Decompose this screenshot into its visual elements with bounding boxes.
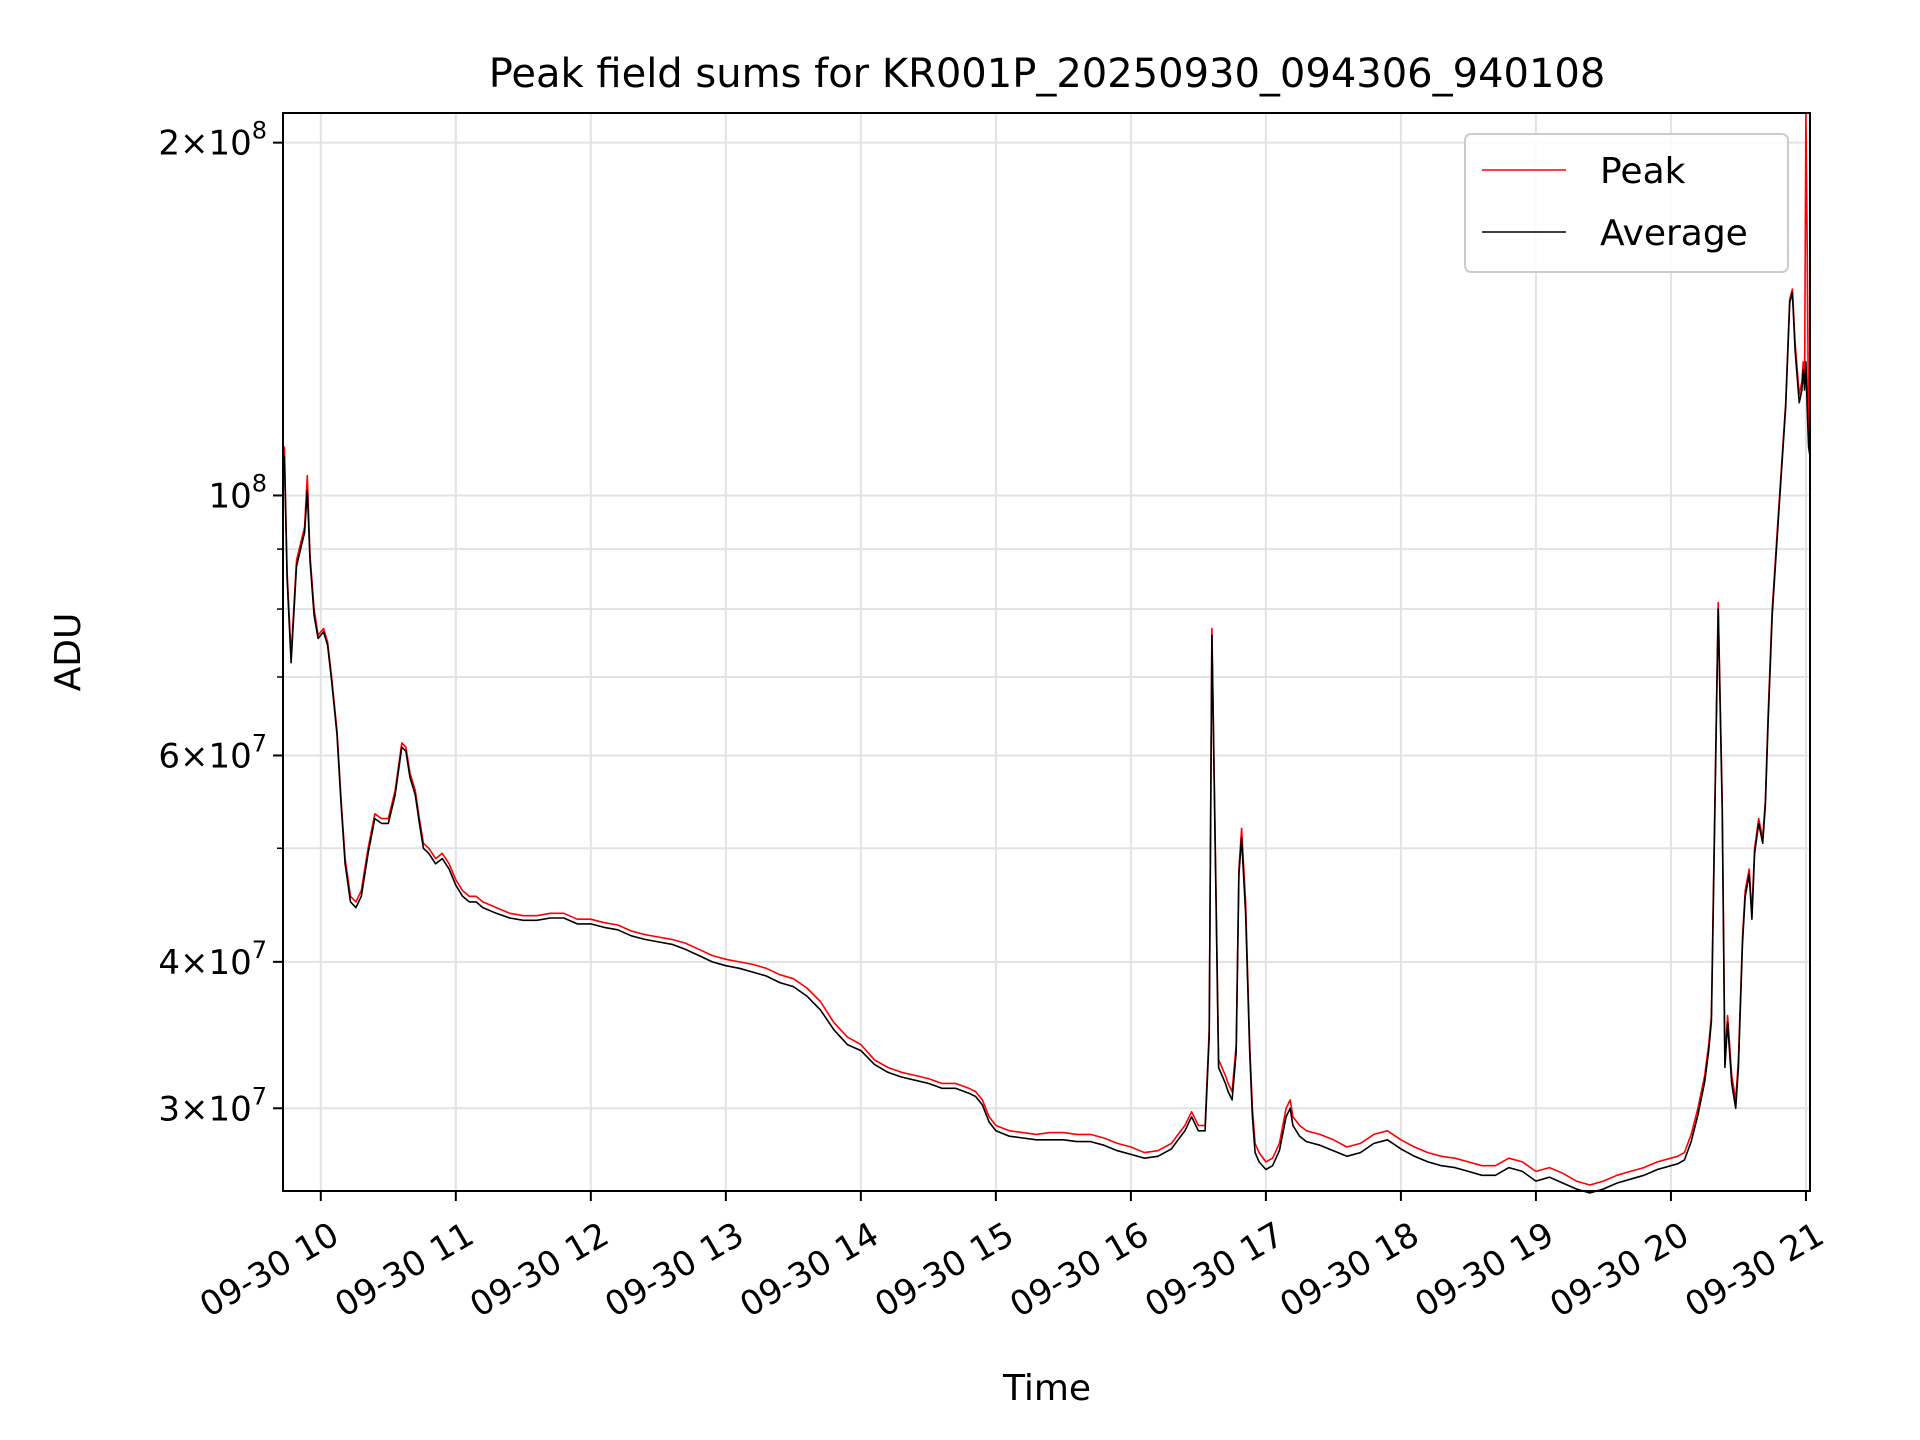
series-layer <box>282 112 1811 1194</box>
y-tick-label: 2×108 <box>158 117 267 164</box>
y-tick-base: 2×10 <box>158 124 251 164</box>
y-tick-base: 6×10 <box>158 736 251 776</box>
legend: Peak Average <box>1464 133 1789 273</box>
y-tick-label: 3×107 <box>158 1082 267 1129</box>
y-tick-base: 10 <box>208 476 251 516</box>
y-tick-label: 4×107 <box>158 936 267 983</box>
y-tick-exponent: 8 <box>252 117 267 145</box>
y-tick-exponent: 7 <box>252 936 267 964</box>
legend-label-peak: Peak <box>1600 151 1686 192</box>
series-line-average <box>282 291 1811 1194</box>
y-tick-exponent: 7 <box>252 729 267 757</box>
y-tick-exponent: 8 <box>252 469 267 497</box>
x-axis-label: Time <box>1002 1368 1091 1409</box>
y-tick-base: 4×10 <box>158 943 251 983</box>
grid <box>283 113 1810 1191</box>
legend-box <box>1464 133 1789 273</box>
y-tick-label: 6×107 <box>158 729 267 776</box>
y-tick-label: 108 <box>208 469 267 516</box>
y-tick-exponent: 7 <box>252 1082 267 1110</box>
chart-title: Peak field sums for KR001P_20250930_0943… <box>489 51 1606 97</box>
y-axis-label: ADU <box>48 613 89 692</box>
plot-frame <box>282 112 1811 1192</box>
legend-label-average: Average <box>1600 213 1748 254</box>
y-tick-base: 3×10 <box>158 1089 251 1129</box>
